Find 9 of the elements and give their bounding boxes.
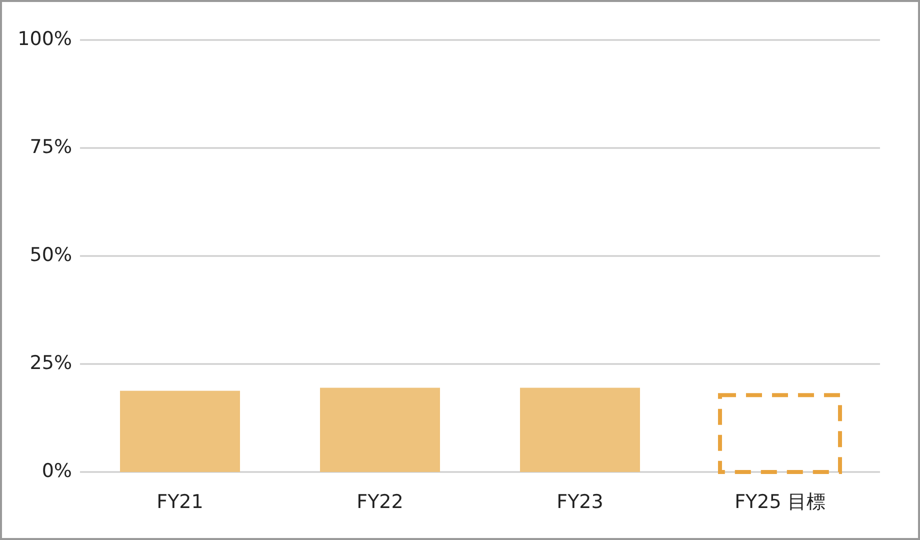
x-tick-label: FY21 xyxy=(156,491,204,513)
y-tick-label: 25% xyxy=(30,352,72,374)
x-tick-label: FY25 目標 xyxy=(734,491,826,513)
y-tick-label: 0% xyxy=(42,460,72,482)
y-tick-label: 50% xyxy=(30,244,72,266)
x-tick-label: FY22 xyxy=(356,491,404,513)
y-tick-label: 75% xyxy=(30,136,72,158)
x-tick-label: FY23 xyxy=(556,491,604,513)
y-tick-label: 100% xyxy=(18,28,72,50)
